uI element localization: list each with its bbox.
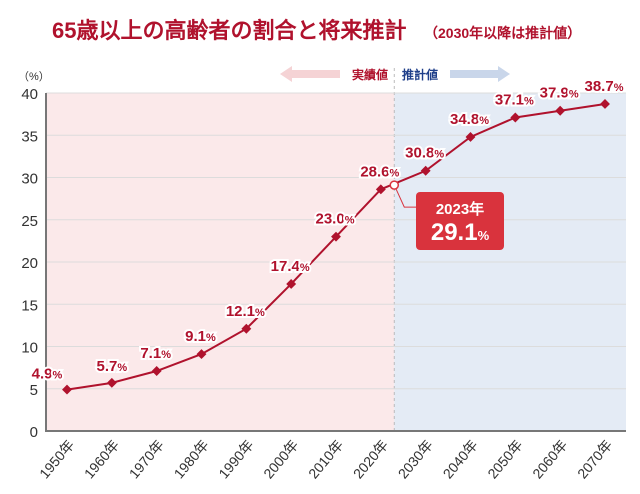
- y-tick-label: 10: [21, 340, 38, 357]
- data-label: 38.7%: [585, 78, 624, 95]
- chart-title: 65歳以上の高齢者の割合と将来推計: [52, 18, 406, 43]
- y-tick-label: 15: [21, 297, 38, 314]
- x-tick-label: 1950年: [36, 437, 77, 482]
- callout-box: [416, 192, 504, 250]
- y-tick-label: 0: [30, 424, 38, 441]
- x-tick-label: 2060年: [529, 437, 570, 482]
- data-label: 28.6%: [360, 163, 399, 180]
- data-point: [196, 349, 207, 360]
- arrow-right-icon: [450, 66, 510, 82]
- x-tick-label: 2010年: [305, 437, 346, 482]
- x-tick-label: 2050年: [484, 437, 525, 482]
- data-point: [331, 231, 341, 242]
- y-tick-label: 25: [21, 213, 38, 230]
- data-point: [555, 105, 566, 116]
- x-tick-label: 1980年: [171, 437, 212, 482]
- x-tick-label: 2000年: [260, 437, 301, 482]
- data-label: 34.8%: [450, 111, 489, 128]
- data-label: 17.4%: [271, 258, 310, 275]
- projection-label: 推計値: [402, 67, 438, 82]
- data-point: [286, 279, 297, 289]
- data-point: [420, 165, 431, 176]
- y-tick-label: 20: [21, 255, 38, 272]
- data-label: 9.1%: [185, 328, 216, 345]
- callout-leader: [393, 184, 417, 208]
- arrow-left-icon: [280, 66, 340, 82]
- x-tick-label: 2040年: [440, 437, 481, 482]
- highlight-point: [389, 180, 400, 190]
- data-label: 4.9%: [32, 366, 63, 383]
- actual-label: 実績値: [352, 67, 388, 82]
- data-point: [151, 366, 162, 376]
- y-tick-label: 35: [21, 128, 38, 145]
- y-axis-unit: （%）: [18, 70, 50, 83]
- x-tick-label: 2020年: [350, 437, 391, 482]
- data-label: 5.7%: [97, 358, 128, 375]
- data-label: 12.1%: [226, 303, 265, 320]
- x-tick-label: 1960年: [81, 437, 122, 482]
- x-tick-label: 1990年: [215, 437, 256, 482]
- data-point: [241, 323, 252, 334]
- data-label: 7.1%: [140, 345, 171, 362]
- chart-subtitle: （2030年以降は推計値）: [424, 25, 581, 41]
- data-label: 23.0%: [316, 211, 355, 228]
- x-tick-label: 2070年: [574, 437, 615, 482]
- data-point: [600, 99, 610, 109]
- data-label: 37.9%: [540, 85, 579, 102]
- y-tick-label: 5: [30, 382, 38, 399]
- data-point: [375, 184, 386, 195]
- callout-year: 2023年: [436, 200, 484, 218]
- x-tick-label: 1970年: [126, 437, 167, 482]
- data-point: [465, 131, 476, 142]
- y-tick-label: 40: [21, 86, 38, 103]
- data-label: 30.8%: [405, 145, 444, 162]
- y-tick-label: 30: [21, 171, 38, 188]
- x-tick-label: 2030年: [395, 437, 436, 482]
- data-label: 37.1%: [495, 92, 534, 109]
